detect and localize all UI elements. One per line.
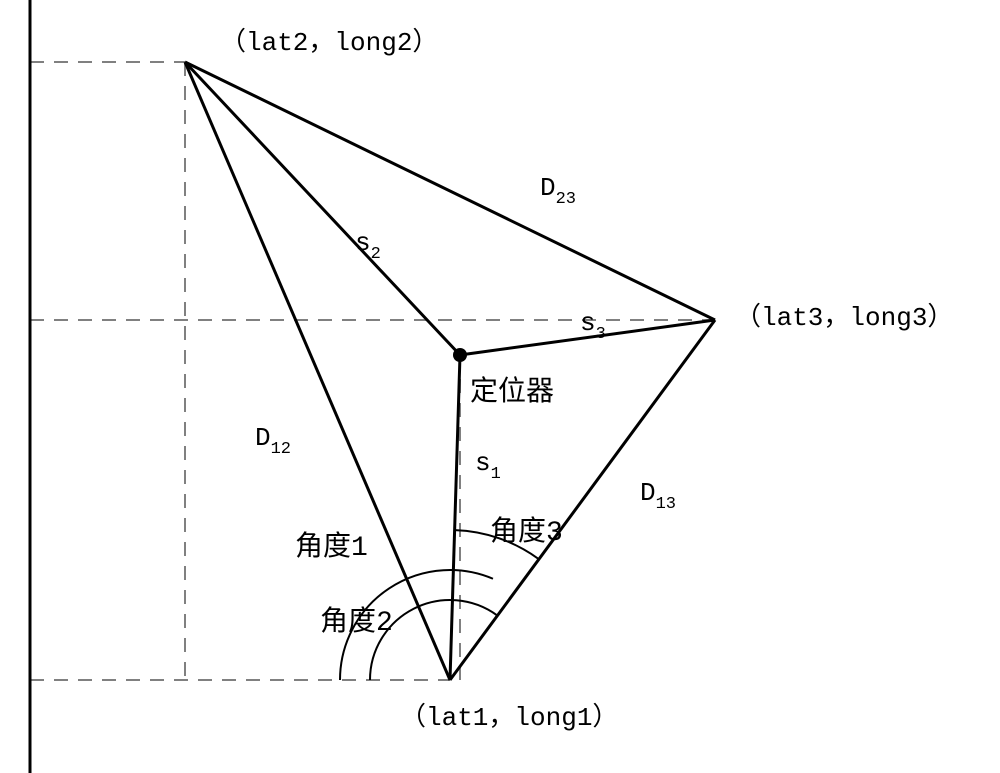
svg-text:D23: D23: [540, 173, 576, 209]
inner-edge: [185, 62, 460, 355]
vertex-label-p3: （lat3，long3）: [735, 303, 953, 333]
angle3-label: 角度3: [490, 515, 563, 549]
diagram-canvas: D12D23D13s1s2s3角度1角度2角度3定位器（lat1，long1）（…: [0, 0, 1000, 773]
locator-label: 定位器: [470, 375, 554, 409]
angle1-label: 角度1: [295, 530, 368, 564]
outer-edge: [185, 62, 715, 320]
locator-point: [453, 348, 467, 362]
vertex-label-p2: （lat2，long2）: [220, 28, 438, 58]
inner-edge: [450, 355, 460, 680]
angle2-label: 角度2: [320, 605, 393, 639]
svg-text:s1: s1: [475, 448, 501, 484]
vertex-label-p1: （lat1，long1）: [400, 703, 618, 733]
svg-text:D13: D13: [640, 478, 676, 514]
svg-text:D12: D12: [255, 423, 291, 459]
outer-edge: [185, 62, 450, 680]
